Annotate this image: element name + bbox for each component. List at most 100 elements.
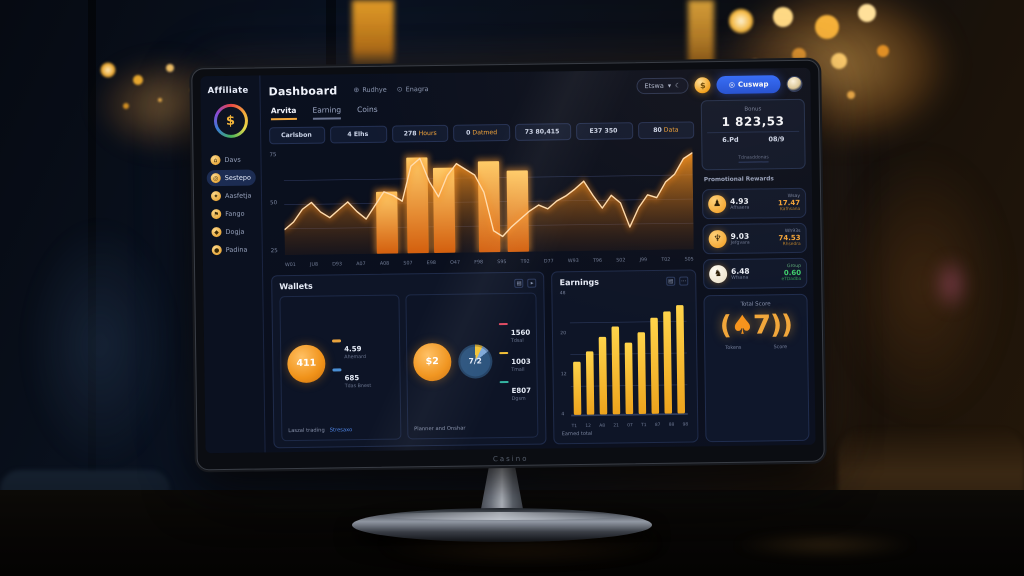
main-column: Arvita Earning Coins Carlsbon: [269, 98, 699, 449]
stat-pill-value: Carlsbon: [280, 131, 312, 140]
wallet-circle-stat-2: $2: [412, 342, 452, 381]
legend-text: 685 Tdas Bnest: [344, 365, 372, 389]
stat-pill[interactable]: Carlsbon: [269, 126, 326, 145]
circle-icon: ⊙: [396, 85, 403, 94]
x-tick: T96: [592, 258, 603, 264]
sidebar: Affiliate $ ⌂ Davs ◎ Sestepo: [200, 75, 266, 454]
bonus-sub-value: 6.Pd: [722, 135, 739, 144]
glass-reflection: [0, 180, 200, 510]
wallet-card-right[interactable]: $2 7/2: [405, 292, 539, 440]
earnings-panel: Earnings ▤ ⋯ 48 20 12 4: [551, 269, 699, 445]
tab[interactable]: Coins: [357, 104, 378, 115]
legend-label: Ahemard: [344, 354, 367, 361]
currency-dropdown[interactable]: Etswa ▾ ☾: [636, 77, 690, 95]
x-tick: J99: [639, 258, 648, 264]
header-menu-item[interactable]: ⊕ Rudhye: [353, 86, 386, 94]
reward-right-sublabel: Rhsedra: [782, 241, 801, 248]
wallet-donut-chart: 7/2: [457, 343, 493, 379]
tab[interactable]: Arvita: [270, 105, 297, 121]
caption-text: Laszal trading: [288, 427, 325, 435]
stat-pill-value: 80: [653, 126, 662, 134]
sidebar-item[interactable]: ⌂ Davs: [206, 152, 255, 169]
y-tick: 12: [560, 371, 567, 377]
stat-pill[interactable]: 0 Datmed: [453, 123, 510, 142]
wallet-card-left[interactable]: 411 4.59: [279, 294, 402, 442]
x-tick: T02: [661, 257, 671, 263]
legend-label: Tmall: [511, 367, 525, 373]
legend-text: 1560 Tdsal: [511, 319, 531, 343]
tab[interactable]: Earning: [312, 105, 342, 120]
content: Dashboard ⊕ Rudhye ⊙ Enagra: [260, 68, 815, 453]
header-menu-item[interactable]: ⊙ Enagra: [397, 85, 429, 93]
y-tick: 25: [270, 248, 278, 255]
wallets-header: Wallets ▤ ▸: [279, 278, 537, 291]
caption-link[interactable]: Stresaxo: [329, 427, 353, 434]
x-tick: 21: [613, 423, 619, 429]
y-tick: 75: [269, 152, 277, 159]
y-tick: 20: [560, 331, 567, 337]
caption-text: Planner and Onshar: [414, 425, 466, 433]
glass-frame-top: [326, 0, 336, 90]
x-tick: 98: [682, 422, 689, 428]
bonus-subvalues: 6.Pd 08/9: [707, 130, 800, 145]
x-tick: 07: [627, 423, 633, 429]
expand-icon[interactable]: ▸: [527, 278, 537, 288]
sidebar-item[interactable]: ◆ Dogja: [207, 224, 256, 241]
grid-icon[interactable]: ▤: [666, 276, 676, 286]
y-tick: 4: [561, 412, 565, 418]
reward-card[interactable]: ♞ 6.48 Wfsana Group 0.60 eTDadba: [702, 257, 808, 290]
score-number: 7)): [752, 310, 793, 341]
reward-icon: ♞: [709, 264, 728, 284]
score-labels: Tokens Score: [709, 345, 803, 352]
legend-text: 4.59 Ahemard: [344, 336, 366, 360]
grid-icon[interactable]: ▤: [514, 278, 524, 288]
moon-icon: ☾: [675, 81, 681, 90]
bonus-footnote[interactable]: Tdnasddonas: [738, 155, 769, 163]
stat-pill[interactable]: E37 350: [576, 122, 633, 141]
x-tick: 88: [668, 422, 675, 428]
chevron-down-icon: ▾: [667, 81, 672, 90]
reward-card[interactable]: ♟ 4.93 Affsaera Wsay 17.47 Kafhsana: [701, 187, 807, 220]
stat-pill[interactable]: 80 Data: [637, 121, 695, 140]
dashboard-screen: Affiliate $ ⌂ Davs ◎ Sestepo: [200, 67, 816, 454]
reward-sublabel: Jefgvara: [730, 240, 750, 246]
reward-icon: ♆: [708, 229, 727, 249]
sidebar-item-icon: ●: [211, 244, 222, 256]
wallet-cards: 411 4.59: [279, 292, 539, 442]
main-chart-x-axis: W01 JU8 D93 A07 A08 S07 E98 O47 F98 S95 T92 D77 W93 T…: [285, 257, 694, 268]
more-icon[interactable]: ⋯: [679, 276, 689, 286]
wallet-right-caption: Planner and Onshar: [414, 425, 532, 433]
gold-light-pillar: [352, 0, 394, 72]
x-tick: A08: [379, 261, 390, 267]
circle-icon: ⊕: [353, 86, 360, 95]
stat-pill[interactable]: 4 Elhs: [330, 125, 388, 144]
earnings-chart: 48 20 12 4 T1 12 A8 21 07 T1 87 88 98: [560, 289, 691, 429]
stat-pill[interactable]: 278 Hours: [391, 124, 449, 143]
wallets-panel: Wallets ▤ ▸ 411: [271, 271, 547, 449]
sidebar-item[interactable]: ● Padina: [208, 242, 257, 259]
primary-action-button[interactable]: ◎ Cuswap: [716, 75, 781, 95]
coin-button[interactable]: $: [694, 77, 712, 94]
legend-text: 1003 Tmall: [511, 348, 531, 372]
page-title: Dashboard: [268, 83, 338, 98]
legend-row: 1003 Tmall: [499, 348, 531, 372]
body: Arvita Earning Coins Carlsbon: [261, 97, 816, 453]
total-score-card: Total Score (♠7)) Tokens Score: [703, 293, 810, 443]
reward-card[interactable]: ♆ 9.03 Jefgvara Wh93s 74.53 Rhsedra: [702, 222, 807, 255]
sidebar-item[interactable]: ✦ Aasfetja: [207, 188, 256, 205]
x-tick: D93: [332, 262, 343, 268]
sidebar-item[interactable]: ◎ Sestepo: [206, 169, 256, 187]
sidebar-item-label: Fango: [225, 209, 245, 218]
bottom-row: Wallets ▤ ▸ 411: [271, 269, 699, 449]
user-avatar[interactable]: [786, 75, 803, 93]
header-menu-label: Enagra: [405, 85, 429, 94]
sidebar-item[interactable]: ⚑ Fango: [207, 206, 256, 223]
stat-pill-accent: Hours: [418, 129, 437, 138]
main-chart: 75 50 25 W01 JU8 D93 A07 A08 S07 E98 O47 F98 S95 T92…: [269, 144, 696, 268]
stat-pill[interactable]: 73 80,415: [514, 123, 572, 141]
stat-pill-accent: Data: [663, 126, 679, 134]
spade-score-logo: (♠7)): [709, 307, 803, 345]
wallet-circle-stat: 411: [287, 344, 326, 383]
x-tick: JU8: [310, 262, 319, 268]
